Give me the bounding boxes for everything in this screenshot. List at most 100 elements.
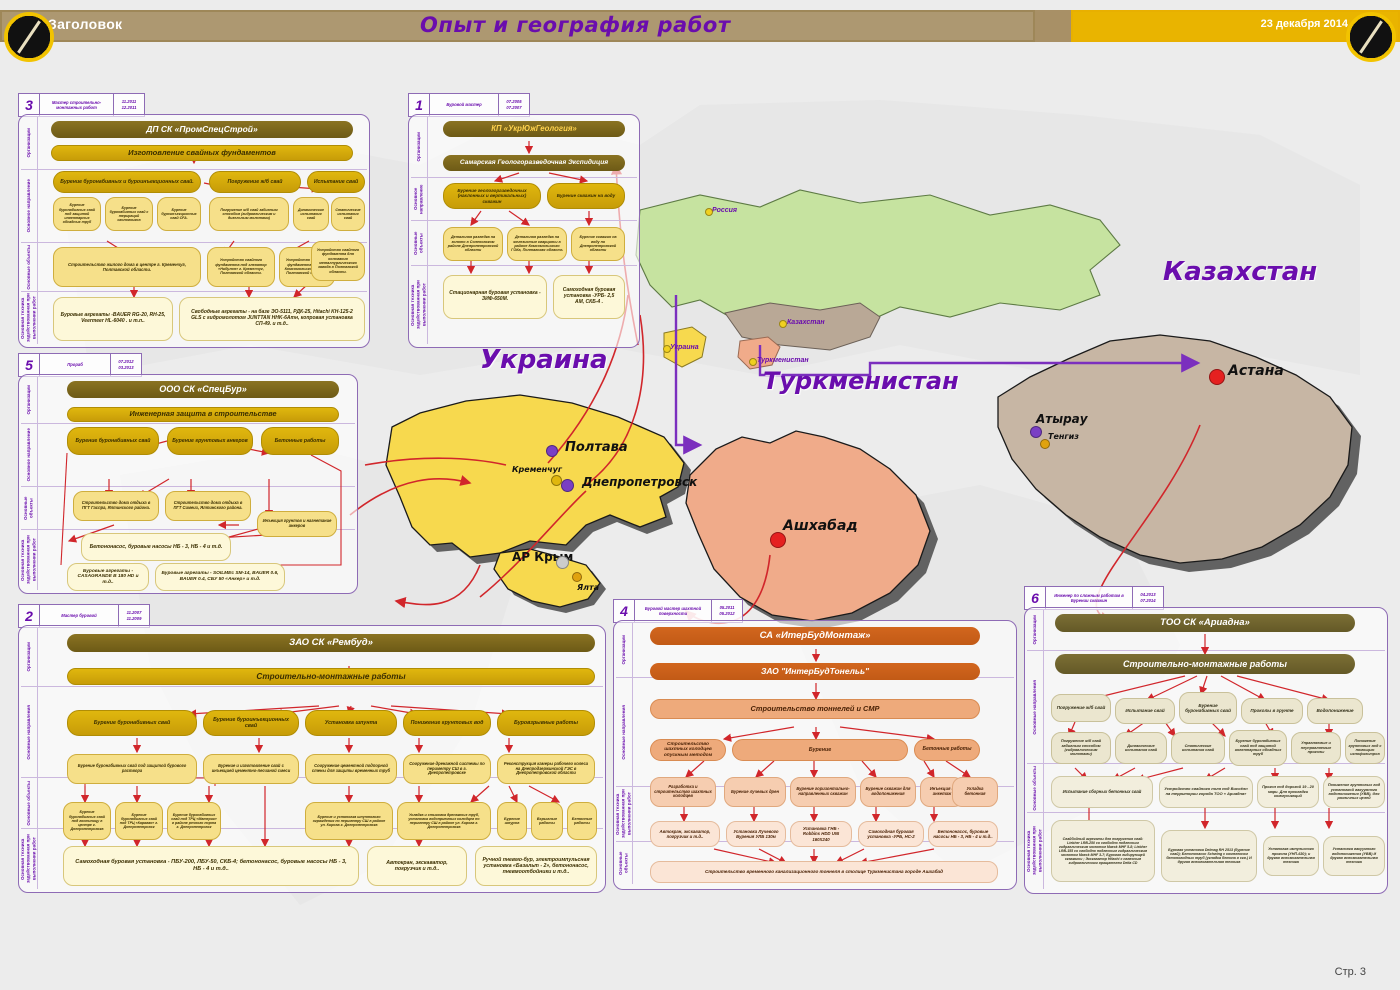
block-2-object-3[interactable]: Бурение буронабивных свай под ТРЦ «Матер… bbox=[167, 802, 221, 840]
block-3-direction[interactable]: Изготовление свайных фундаментов bbox=[51, 145, 353, 161]
block-2-direction-2[interactable]: Бурение буроинъекционных свай bbox=[203, 710, 299, 736]
block-3-direction-1[interactable]: Бурение буронабивных и буроинъекционных … bbox=[53, 171, 201, 193]
block-3-tab[interactable]: 3 Мастер строительно-монтажных работ 11.… bbox=[18, 93, 145, 117]
block-2-object-4[interactable]: Бурение и установка шпунтового ограждени… bbox=[305, 802, 393, 840]
block-2-tech-2[interactable]: Автокран, экскаватор, погрузчик и т.д.. bbox=[367, 846, 467, 886]
block-2-object-7[interactable]: Взрывные работы bbox=[531, 802, 563, 840]
block-3-direction-3[interactable]: Испытание свай bbox=[307, 171, 365, 193]
block-4-direction[interactable]: Строительство тоннелей и СМР bbox=[650, 699, 980, 719]
block-2-direction[interactable]: Строительно-монтажные работы bbox=[67, 668, 595, 685]
block-6-direction[interactable]: Строительно-монтажные работы bbox=[1055, 654, 1355, 674]
block-3-subdir-2[interactable]: Бурение буронабивных свай с терираций ог… bbox=[105, 197, 153, 231]
block-2-object-8[interactable]: Бетонные работы bbox=[567, 802, 597, 840]
block-5-direction-3[interactable]: Бетонные работы bbox=[261, 427, 339, 455]
block-2-tech-1[interactable]: Самоходная буровая установка - ПБУ-200, … bbox=[63, 846, 359, 886]
block-6-subdir-3[interactable]: Статические испытания свай bbox=[1171, 732, 1225, 764]
block-6-org[interactable]: ТОО СК «Ариадна» bbox=[1055, 614, 1355, 632]
block-2-subdir-4[interactable]: Сооружение дренажной системы по периметр… bbox=[403, 754, 491, 784]
block-2-tech-3[interactable]: Ручной пневмо-бур, электроимпульсная уст… bbox=[475, 846, 597, 886]
block-4-tech-1[interactable]: Автокран, экскаватор, погрузчик и т.д.. bbox=[650, 821, 720, 847]
block-4-tech-2[interactable]: Установка Лучевого Бурения УЛБ 130м bbox=[726, 821, 786, 847]
block-4-direction-3[interactable]: Бетонные работы bbox=[914, 739, 980, 761]
block-1-object-3[interactable]: Бурение скважин на воду по Днепропетровс… bbox=[571, 227, 625, 261]
block-2-direction-3[interactable]: Установка шпунта bbox=[305, 710, 397, 736]
block-2-direction-1[interactable]: Бурение буронабивных свай bbox=[67, 710, 197, 736]
block-5-tech-1[interactable]: Бетононасос, буровые насосы НБ - 3, НБ -… bbox=[81, 533, 231, 561]
block-4-org[interactable]: СА «ИтерБудМонтаж» bbox=[650, 627, 980, 645]
block-5-object-1[interactable]: Строительство дома отдыха в ПГТ Гаспра, … bbox=[73, 491, 159, 521]
block-2-object-5[interactable]: Укладка и стыковка дренажных труб, устан… bbox=[397, 802, 491, 840]
block-3-subdir-5[interactable]: Динамические испытания свай bbox=[293, 197, 329, 231]
block-3-org[interactable]: ДП СК «ПромСпецСтрой» bbox=[51, 121, 353, 138]
block-1-tab[interactable]: 1 Буровой мастер 07.2005 07.2007 bbox=[408, 93, 530, 117]
block-5-direction-1[interactable]: Бурение буронабивных свай bbox=[67, 427, 159, 455]
block-5-tech-3[interactable]: Буровые агрегаты - SOILMEc SM-14, BAUER … bbox=[155, 563, 285, 591]
block-4-direction-2[interactable]: Бурение bbox=[732, 739, 908, 761]
block-5-org[interactable]: ООО СК «СпецБур» bbox=[67, 381, 339, 398]
block-6-object-2[interactable]: Устройство свайного поля под Висоёлн на … bbox=[1159, 776, 1253, 808]
block-6-object-4[interactable]: Понижение грунтовых вод установкой вакуу… bbox=[1323, 776, 1385, 808]
block-4-tech-5[interactable]: Бетононасос, буровые насосы НБ - 3, НБ -… bbox=[928, 821, 998, 847]
block-2-direction-4[interactable]: Понижение грунтовых вод bbox=[403, 710, 491, 736]
block-3-subdir-1[interactable]: Бурение буронабивных свай под защитой ин… bbox=[53, 197, 101, 231]
block-2-org[interactable]: ЗАО СК «Рембуд» bbox=[67, 634, 595, 652]
block-1-object-2[interactable]: Детальная разведка на железистые кварцит… bbox=[507, 227, 567, 261]
block-4-subdir-1[interactable]: Разработка и строительство шахтных колод… bbox=[650, 777, 716, 807]
block-6-subdir-5[interactable]: Управляемые и неуправляемые проколы bbox=[1291, 732, 1341, 764]
block-3-object-1[interactable]: Строительство жилого дома в центре г. Кр… bbox=[53, 247, 201, 287]
block-4-tech-3[interactable]: Установка ГНБ - Robbins HDD UNI 160X240 bbox=[790, 821, 852, 847]
block-3-object-2[interactable]: Устройство свайного фундамента под элева… bbox=[207, 247, 275, 287]
block-6-direction-2[interactable]: Испытание свай bbox=[1115, 698, 1175, 724]
block-5-direction[interactable]: Инженерная защита в строительстве bbox=[67, 407, 339, 422]
block-1-object-1[interactable]: Детальная разведка на золото в Соленовск… bbox=[443, 227, 503, 261]
block-6-subdir-4[interactable]: Бурение буронабивных свай под защитой ин… bbox=[1229, 730, 1287, 766]
block-6-tech-3[interactable]: Установка импульсного прокола (УНП-630);… bbox=[1263, 836, 1319, 876]
block-1-direction[interactable]: Самарская Геологоразведочная Экспидиция bbox=[443, 155, 625, 171]
block-2-subdir-1[interactable]: Бурение буронабивных свай под защитой бу… bbox=[67, 754, 197, 784]
block-5-object-3[interactable]: Инъекция грунтов и нагнетание анкеров bbox=[257, 511, 337, 537]
block-6-subdir-6[interactable]: Понижение грунтовых вод с помощью иглофи… bbox=[1345, 732, 1385, 764]
block-6-subdir-2[interactable]: Динамические испытания свай bbox=[1115, 732, 1167, 764]
block-3-subdir-4[interactable]: Погружение ж/б свай забивным способом (г… bbox=[209, 197, 289, 231]
block-6-tech-4[interactable]: Установка вакуумного водопонижения (УВВ)… bbox=[1323, 836, 1385, 876]
block-4-subdir-4[interactable]: Бурение скважин для водопонижения bbox=[860, 777, 916, 807]
block-1-tech-1[interactable]: Стационарная буровая установка - ЗИФ-650… bbox=[443, 275, 547, 319]
block-3-object-4[interactable]: Устройство свайного фундамента для основ… bbox=[311, 241, 365, 281]
block-2-direction-5[interactable]: Буровзрывные работы bbox=[497, 710, 595, 736]
block-5-tech-2[interactable]: Буровые агрегаты - CASAGRANDE B 180 HD и… bbox=[67, 563, 149, 591]
block-2-subdir-5[interactable]: Реконструкция камеры рабочего колеса на … bbox=[497, 754, 595, 784]
block-2-tab[interactable]: 2 Мастер буровой 11.2007 11.2009 bbox=[18, 604, 150, 628]
block-6-direction-4[interactable]: Проколы в грунте bbox=[1241, 698, 1303, 724]
block-1-org[interactable]: КП «УкрЮжГеология» bbox=[443, 121, 625, 137]
block-6-tech-2[interactable]: Буровая установка Delmag RH 2513 (бурени… bbox=[1161, 830, 1257, 882]
block-3-subdir-3[interactable]: Бурение буроинъекционных свай CFA. bbox=[157, 197, 201, 231]
block-4-direction-1[interactable]: Строительство шахтных колодцев опускным … bbox=[650, 739, 726, 761]
block-4-object-1[interactable]: Строительство временного канализационног… bbox=[650, 861, 998, 883]
block-1-direction-2[interactable]: Бурение скважин на воду bbox=[547, 183, 625, 209]
block-2-subdir-3[interactable]: Сооружение цементной подпорной стены для… bbox=[305, 754, 397, 784]
block-6-direction-3[interactable]: Бурение буронабивных свай bbox=[1179, 692, 1237, 724]
block-5-direction-2[interactable]: Бурение грунтовых анкеров bbox=[167, 427, 253, 455]
block-6-object-1[interactable]: Испытание сборных бетонных свай bbox=[1051, 776, 1153, 808]
block-4-subdir-2[interactable]: Бурение лучевых дрен bbox=[724, 777, 786, 807]
block-3-direction-2[interactable]: Погружение ж/б свай bbox=[209, 171, 301, 193]
block-3-tech-2[interactable]: Свободные агрегаты - на базе ЭО-5111, РД… bbox=[179, 297, 365, 341]
block-2-subdir-2[interactable]: Бурение и изготовление свай с инъекцией … bbox=[203, 754, 299, 784]
block-3-tech-1[interactable]: Буровые агрегаты -BAUER RG-20, RH-25, Ve… bbox=[53, 297, 173, 341]
block-4-subdir-3[interactable]: Бурение горизонтально-направленных скваж… bbox=[790, 777, 856, 807]
block-6-direction-1[interactable]: Погружение ж/б свай bbox=[1051, 694, 1111, 722]
block-2-object-6[interactable]: Бурение шпуров bbox=[497, 802, 527, 840]
block-4-tech-4[interactable]: Самоходная буровая установка -УРБ, НС-2 bbox=[858, 821, 924, 847]
block-6-subdir-1[interactable]: Погружение ж/б свай забивным способом (г… bbox=[1051, 732, 1111, 764]
block-1-tech-2[interactable]: Самоходная буровая установка -УРБ- 2,5 А… bbox=[553, 275, 625, 319]
block-6-direction-5[interactable]: Водопонижение bbox=[1307, 698, 1363, 724]
block-3-subdir-6[interactable]: Статические испытания свай bbox=[331, 197, 365, 231]
block-2-object-2[interactable]: Бурение буронабивных свай под ТРЦ «Карав… bbox=[115, 802, 163, 840]
block-2-object-1[interactable]: Бурение буронабивных свай под гостиницу … bbox=[63, 802, 111, 840]
block-1-direction-1[interactable]: Бурение геологоразведочных (наклонных и … bbox=[443, 183, 541, 209]
block-6-object-3[interactable]: Прокол под дорогой 19 - 20 мари. Для про… bbox=[1257, 776, 1319, 808]
block-6-tech-1[interactable]: Свайбойный агрегаты для погружения свай:… bbox=[1051, 820, 1155, 882]
block-4-subdir-6[interactable]: Укладка бетонная bbox=[952, 777, 998, 807]
block-4-org2[interactable]: ЗАО "ИнтерБудТонельь" bbox=[650, 663, 980, 680]
block-5-object-2[interactable]: Строительство дома отдыха в ПГТ Симеиз, … bbox=[165, 491, 251, 521]
